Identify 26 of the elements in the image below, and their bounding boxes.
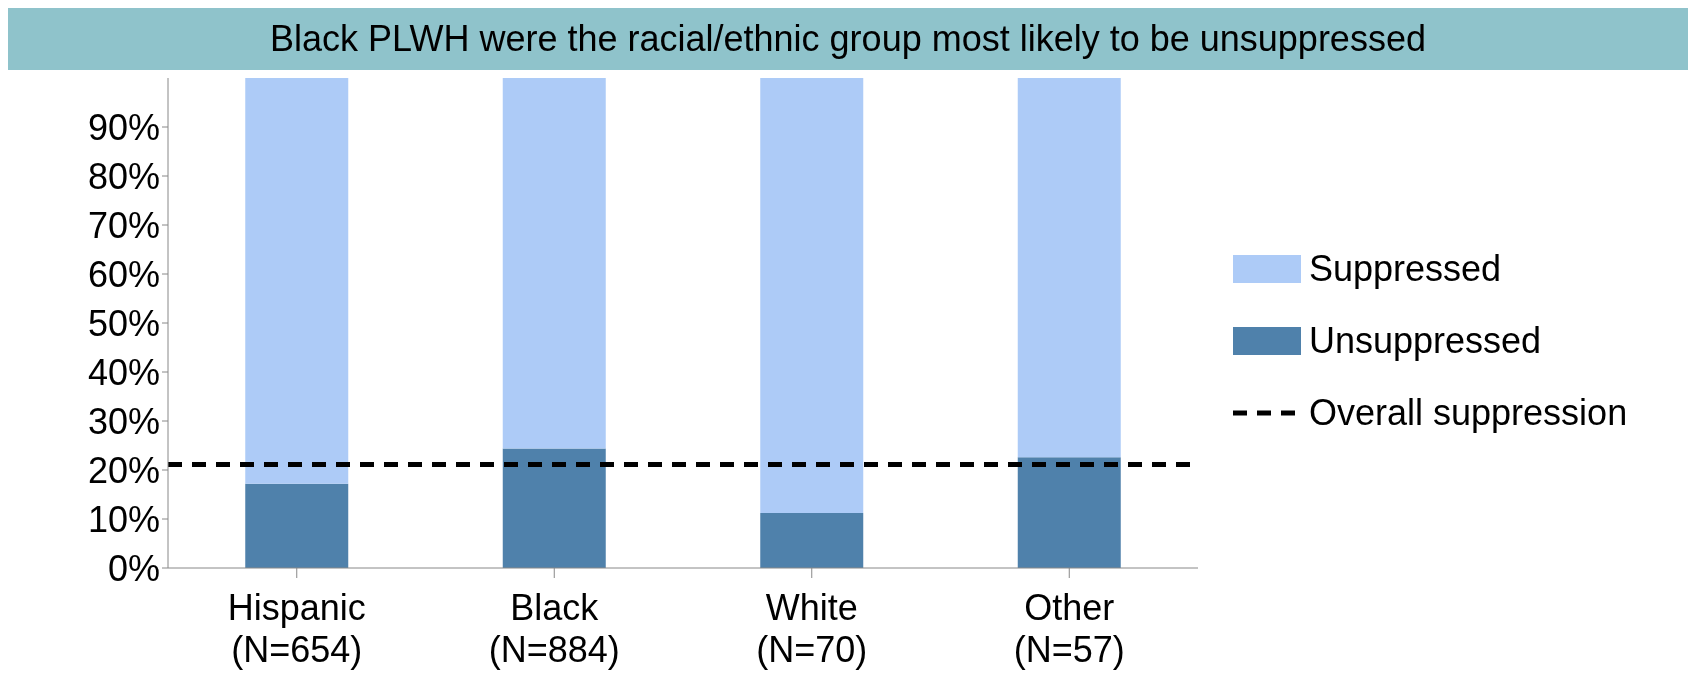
bar [1017,78,1121,458]
bar [760,78,864,514]
bar [502,448,606,568]
x-tick-label: Black (N=884) [488,587,620,670]
legend-label: Suppressed [1309,248,1502,290]
bar [760,513,864,568]
bar [245,78,349,484]
y-tick-label: 80% [87,155,160,197]
y-tick-label: 40% [87,351,160,393]
y-tick-label: 50% [87,302,160,344]
y-tick-label: 10% [87,498,160,540]
y-tick-label: 20% [87,449,160,491]
bar [502,78,606,449]
y-tick-label: 0% [107,547,160,589]
x-tick-label: Other (N=57) [1013,587,1125,670]
y-tick-label: 70% [87,204,160,246]
bar [1017,457,1121,568]
legend-label: Overall suppression [1309,392,1628,434]
y-tick-label: 90% [87,106,160,148]
bar [245,483,349,568]
y-tick-label: 60% [87,253,160,295]
x-tick-label: Hispanic (N=654) [227,587,366,670]
y-tick-label: 30% [87,400,160,442]
x-tick-label: White (N=70) [756,587,868,670]
legend-label: Unsuppressed [1309,320,1542,362]
chart-title: Black PLWH were the racial/ethnic group most likely to be unsuppressed [270,18,1426,60]
